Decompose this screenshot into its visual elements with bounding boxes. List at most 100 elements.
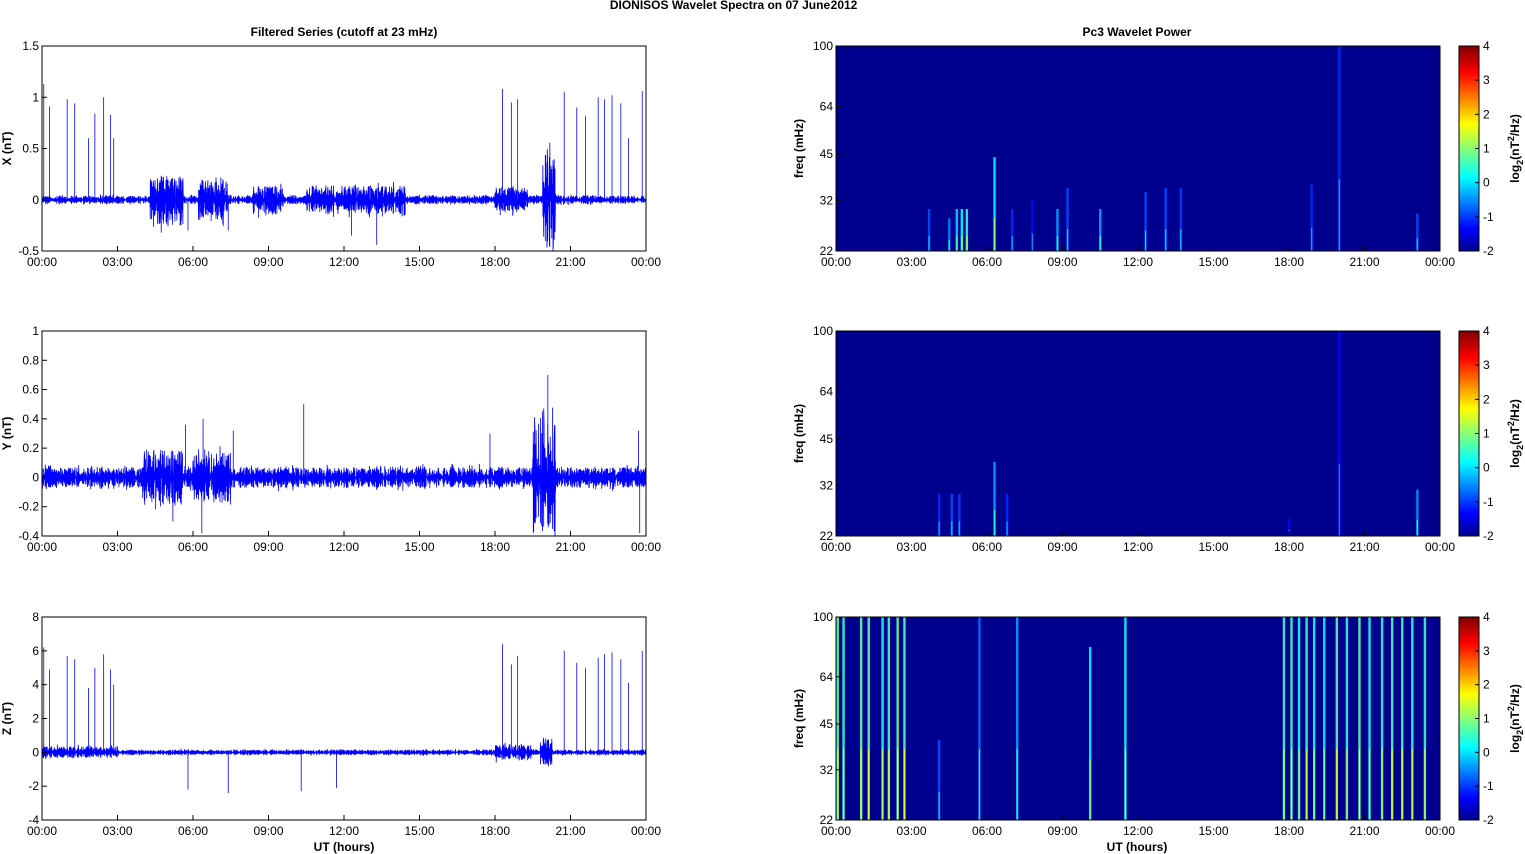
spectrum-x-streak-core bbox=[961, 236, 963, 251]
spectrum-z-streak bbox=[1411, 617, 1414, 820]
spectrum-y-streak-core bbox=[1416, 519, 1418, 536]
spectrum-z-streak bbox=[1368, 617, 1371, 820]
spectrum-z-xtick-label: 21:00 bbox=[1349, 824, 1379, 838]
series-y-ytick-label: 0.4 bbox=[22, 412, 39, 426]
spectrum-z-colorbar-tick-label: 4 bbox=[1483, 610, 1490, 624]
spectrum-z-xtick-label: 03:00 bbox=[896, 824, 926, 838]
spectrum-z-xtick-label: 15:00 bbox=[1198, 824, 1228, 838]
spectrum-z-colorbar-tick-label: 3 bbox=[1483, 644, 1490, 658]
series-z-xtick-label: 18:00 bbox=[480, 824, 510, 838]
series-y-trace bbox=[42, 374, 646, 536]
spectrum-z-streak-core bbox=[842, 748, 845, 820]
spectrum-z-streak bbox=[1345, 617, 1349, 820]
series-x-xtick-label: 00:00 bbox=[631, 255, 661, 269]
spectrum-z-streak bbox=[859, 617, 863, 820]
spectrum-x-colorbar-tick-label: 2 bbox=[1483, 107, 1490, 121]
spectrum-x-ytick-label: 32 bbox=[820, 193, 834, 207]
spectrum-z-streak-core bbox=[978, 748, 981, 820]
xlabel-right: UT (hours) bbox=[1107, 840, 1168, 854]
spectrum-x-streak bbox=[1056, 209, 1059, 251]
spectrum-z-streak-core bbox=[1391, 748, 1393, 820]
spectrum-z-colorbar-label-part: 2 bbox=[1506, 706, 1516, 711]
spectrum-y-colorbar-label-part: log bbox=[1508, 450, 1522, 468]
spectrum-z-colorbar-label-part: (nT bbox=[1508, 711, 1522, 730]
series-y-xtick-label: 18:00 bbox=[480, 540, 510, 554]
spectrum-z-streak bbox=[1290, 617, 1293, 820]
spectrum-z-colorbar-tick-label: 0 bbox=[1483, 745, 1490, 759]
spectrum-y-ylabel: freq (mHz) bbox=[792, 404, 806, 463]
series-z-ytick-label: -4 bbox=[28, 813, 39, 827]
spectrum-z-streak-core bbox=[897, 748, 899, 820]
spectrum-x-streak-core bbox=[956, 236, 958, 251]
spectrum-z-streak-core bbox=[1411, 748, 1413, 820]
spectrum-y-streak-core bbox=[951, 521, 953, 536]
series-z-ytick-label: -2 bbox=[28, 779, 39, 793]
series-z-ytick-label: 0 bbox=[32, 745, 39, 759]
spectrum-y-xtick-label: 00:00 bbox=[821, 540, 851, 554]
spectrum-y-xtick-label: 12:00 bbox=[1123, 540, 1153, 554]
spectrum-z-streak-core bbox=[1016, 748, 1018, 820]
spectrum-z-plot-area bbox=[836, 617, 1440, 820]
series-z-xtick-label: 21:00 bbox=[555, 824, 585, 838]
spectrum-x-streak-core bbox=[1311, 227, 1313, 251]
spectrum-x-streak bbox=[1066, 188, 1069, 251]
spectrum-y-colorbar-tick-label: 0 bbox=[1483, 461, 1490, 475]
spectrum-z-ylabel: freq (mHz) bbox=[792, 689, 806, 748]
spectrum-z-ytick-label: 45 bbox=[820, 717, 834, 731]
spectrum-y-colorbar-label-part: /Hz) bbox=[1508, 399, 1522, 421]
spectrum-y-streak bbox=[993, 462, 996, 536]
spectrum-x-xtick-label: 06:00 bbox=[972, 255, 1002, 269]
spectrum-x-colorbar-tick-label: 0 bbox=[1483, 176, 1490, 190]
spectrum-z-colorbar-label-part: /Hz) bbox=[1508, 684, 1522, 706]
spectrum-x-ytick-label: 45 bbox=[820, 147, 834, 161]
spectrum-x-streak-core bbox=[1056, 236, 1059, 251]
spectrum-x-streak bbox=[993, 157, 996, 251]
spectrum-y-xtick-label: 09:00 bbox=[1047, 540, 1077, 554]
spectrum-x-ylabel: freq (mHz) bbox=[792, 119, 806, 178]
spectrum-z-streak-core bbox=[1313, 748, 1315, 820]
spectrum-z-streak-core bbox=[1306, 748, 1308, 820]
series-y-panel: -0.4 -0.2 0 0.2 0.4 0.6 0.8 1 Y (nT) 00:00 03:00 06… bbox=[0, 324, 661, 554]
series-x-xtick-label: 09:00 bbox=[253, 255, 283, 269]
spectrum-y-streak bbox=[937, 494, 941, 536]
spectrum-z-streak bbox=[903, 617, 906, 820]
spectrum-x-streak-core bbox=[1165, 228, 1167, 251]
left-column-title: Filtered Series (cutoff at 23 mHz) bbox=[251, 25, 438, 39]
spectrum-z-streak bbox=[1282, 617, 1286, 820]
spectrum-x-xtick-label: 03:00 bbox=[896, 255, 926, 269]
spectrum-x-streak bbox=[948, 218, 951, 251]
spectrum-z-streak bbox=[896, 617, 899, 820]
series-x-ytick-label: 1.5 bbox=[22, 39, 39, 53]
spectrum-x-streak-core bbox=[1338, 179, 1340, 251]
spectrum-z-streak-core bbox=[1358, 748, 1361, 820]
xlabel-left: UT (hours) bbox=[314, 840, 375, 854]
spectrum-z-streak-core bbox=[1298, 748, 1300, 820]
spectrum-x-streak bbox=[1144, 192, 1147, 251]
spectrum-y-ytick-label: 22 bbox=[820, 529, 834, 543]
spectrum-x-streak-core bbox=[1180, 228, 1182, 251]
spectrum-x-streak-core bbox=[1066, 228, 1069, 251]
spectrum-x-streak-core bbox=[1416, 237, 1418, 251]
spectrum-z-streak bbox=[887, 617, 891, 820]
series-x-xtick-label: 03:00 bbox=[102, 255, 132, 269]
series-z-signal bbox=[42, 737, 646, 767]
spectrum-x-colorbar-tick-label: -1 bbox=[1483, 210, 1494, 224]
figure-title-right: 2012 bbox=[831, 0, 858, 12]
spectrum-x-xtick-label: 09:00 bbox=[1047, 255, 1077, 269]
spectrum-x-streak bbox=[927, 209, 931, 251]
series-z-xtick-label: 06:00 bbox=[178, 824, 208, 838]
spectrum-z-streak-core bbox=[868, 748, 870, 820]
series-y-ylabel: Y (nT) bbox=[0, 417, 14, 451]
spectrum-y-plot-area bbox=[836, 331, 1440, 536]
spectrum-z-streak-core bbox=[938, 791, 940, 820]
spectrum-x-streak bbox=[965, 209, 969, 251]
spectrum-y-xtick-label: 00:00 bbox=[1425, 540, 1455, 554]
series-y-xtick-label: 00:00 bbox=[27, 540, 57, 554]
spectrum-x-streak bbox=[960, 209, 964, 251]
spectrum-z-streak-core bbox=[881, 748, 884, 820]
spectrum-x-streak bbox=[955, 209, 958, 251]
spectrum-z-streak bbox=[1305, 617, 1308, 820]
